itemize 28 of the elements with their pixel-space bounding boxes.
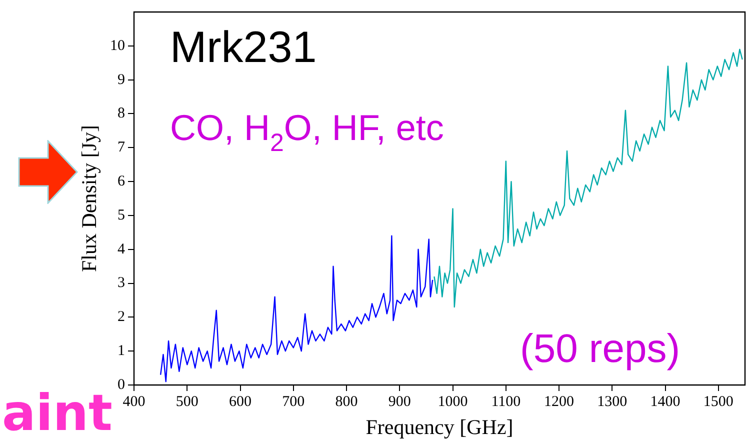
y-tick-label: 4 [118,241,126,258]
y-tick-label: 3 [118,275,125,292]
x-tick-label: 700 [282,394,305,410]
x-tick-label: 1200 [544,394,574,410]
x-tick-label: 600 [229,394,252,410]
y-tick-label: 5 [118,207,125,224]
x-tick-label: 1400 [650,394,680,410]
y-tick-label: 9 [118,72,125,88]
x-tick-label: 800 [335,394,358,410]
y-tick-label: 10 [110,38,125,54]
annotation: (50 reps) [520,327,680,371]
x-tick-label: 1300 [597,394,628,410]
text: aint [2,384,112,441]
x-axis-title: Frequency [GHz] [366,414,514,439]
x-tick-label: 1500 [703,394,734,410]
y-axis-title: Flux Density [Jy] [77,125,102,272]
y-tick-label: 6 [118,173,126,190]
x-tick-label: 400 [122,394,146,410]
x-tick-label: 1100 [491,394,521,410]
x-tick-label: 900 [388,394,411,410]
y-tick-label: 1 [118,343,125,360]
y-tick-label: 8 [118,106,125,122]
y-tick-label: 2 [118,309,125,326]
x-tick-label: 500 [176,394,198,410]
y-tick-label: 7 [118,140,126,156]
x-tick-label: 1000 [438,394,468,410]
y-tick-label: 0 [118,376,125,393]
annotation: Mrk231 [170,23,317,72]
